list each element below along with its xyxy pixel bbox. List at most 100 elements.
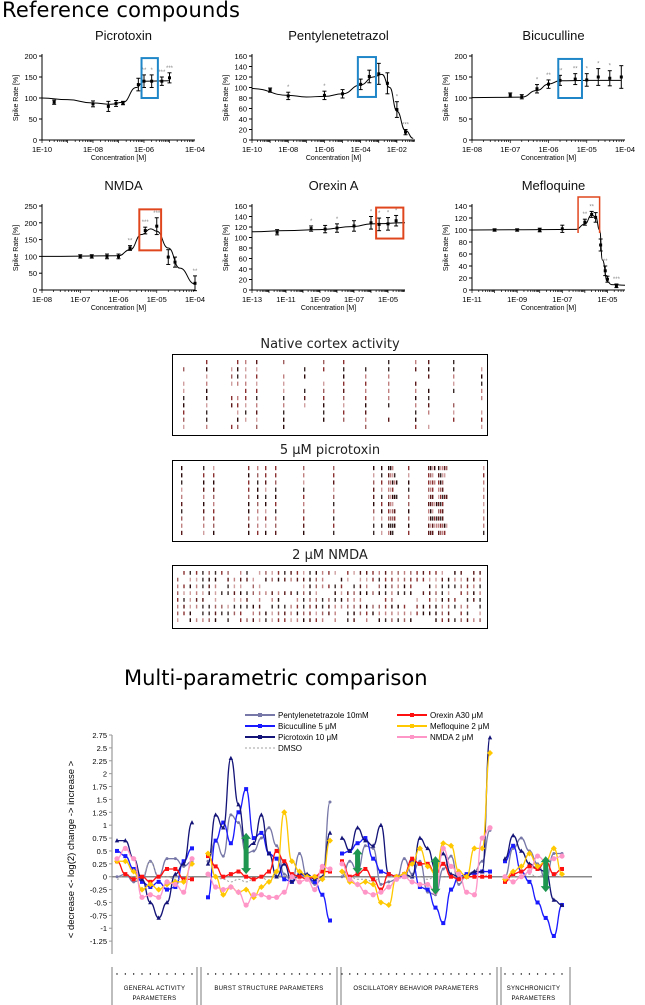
spike: [454, 598, 456, 602]
series-marker-pentylenetetrazole: [363, 844, 367, 848]
spike: [460, 577, 462, 582]
spike: [283, 424, 285, 429]
spike: [381, 487, 383, 492]
spike: [444, 523, 446, 528]
spike: [195, 571, 198, 575]
spike: [438, 509, 440, 514]
spike: [483, 530, 485, 535]
significance-marker: *: [151, 68, 154, 74]
spike: [366, 618, 368, 622]
series-marker-nmda: [251, 892, 257, 898]
spike: [441, 604, 443, 609]
spike: [434, 480, 436, 485]
spike: [428, 374, 430, 379]
spike: [390, 473, 392, 478]
category-tick: [553, 973, 555, 975]
spike: [440, 487, 442, 492]
data-point: [275, 230, 279, 234]
chart-title: Orexin A: [309, 178, 359, 193]
category-tick: [419, 973, 421, 975]
spike: [430, 466, 432, 471]
spike: [189, 611, 191, 616]
spike: [323, 360, 325, 365]
series-marker-nmda: [440, 845, 446, 851]
spike: [359, 577, 362, 582]
series-marker-mefloquine: [471, 845, 478, 852]
category-tick: [489, 973, 491, 975]
spike: [206, 381, 208, 386]
spike: [334, 611, 336, 616]
series-marker-mefloquine: [463, 873, 470, 880]
spike: [208, 577, 210, 582]
y-tick-label: 0: [33, 286, 37, 295]
data-point: [114, 101, 118, 105]
y-tick-label: 200: [24, 52, 37, 61]
spike: [372, 591, 374, 595]
x-tick-label: 1E-07: [500, 145, 520, 154]
spike: [479, 591, 481, 595]
spike: [440, 480, 442, 485]
dose-response-mefloquine: Mefloquine 0 20 40 60 80 100 120 140 1E-11 1E-09 1E…: [443, 178, 626, 312]
spike: [432, 473, 434, 478]
data-point: [599, 243, 603, 247]
series-marker-nmda: [510, 879, 516, 885]
spike: [397, 604, 399, 609]
spike: [309, 604, 311, 609]
spike: [315, 591, 317, 595]
spike: [378, 611, 380, 616]
spike: [284, 591, 286, 595]
y-axis-label: Spike Rate [%]: [443, 75, 450, 121]
spike: [384, 571, 387, 575]
spike: [347, 577, 349, 582]
category-tick: [157, 973, 160, 975]
y-tick-label: 40: [239, 115, 247, 124]
series-marker-bicuculline: [488, 869, 492, 874]
spike: [466, 577, 469, 582]
spike: [428, 473, 430, 478]
spike: [321, 618, 324, 622]
spike: [388, 487, 390, 492]
spike: [392, 523, 394, 528]
spike: [390, 516, 392, 521]
category-tick: [124, 973, 127, 975]
spike: [384, 598, 387, 602]
spike: [460, 604, 462, 609]
spike: [442, 523, 444, 528]
spike: [460, 618, 462, 622]
spike: [328, 598, 330, 602]
x-tick-label: 1E-10: [32, 145, 52, 154]
spike: [213, 509, 215, 514]
spike: [257, 466, 259, 471]
spike: [388, 530, 390, 535]
spike: [435, 611, 437, 616]
spike: [265, 494, 267, 499]
spike: [444, 494, 446, 499]
series-marker-picrotoxin: [266, 851, 272, 856]
spike: [428, 530, 430, 535]
change-arrow-icon: [241, 832, 252, 875]
data-point: [394, 219, 398, 223]
spike: [206, 396, 208, 401]
spike: [283, 388, 285, 393]
spike: [340, 591, 343, 595]
data-point: [268, 88, 272, 92]
spike: [378, 618, 380, 622]
series-marker-picrotoxin: [355, 825, 360, 830]
spike: [391, 571, 393, 575]
data-point: [105, 254, 109, 258]
spike: [237, 403, 239, 408]
y-tick-label: 100: [24, 252, 37, 261]
data-point: [173, 260, 177, 264]
y-tick-label: 160: [234, 202, 247, 211]
legend-marker-orexin: [410, 713, 414, 717]
series-marker-mefloquine: [510, 868, 517, 875]
spike: [195, 598, 198, 602]
spike: [392, 473, 394, 478]
series-marker-nmda: [266, 894, 272, 900]
y-tick-label: 160: [234, 52, 247, 61]
spike: [466, 618, 469, 622]
spike: [391, 584, 393, 589]
series-marker-mefloquine: [155, 886, 162, 893]
series-marker-nmda: [235, 889, 242, 895]
spike: [214, 571, 217, 575]
